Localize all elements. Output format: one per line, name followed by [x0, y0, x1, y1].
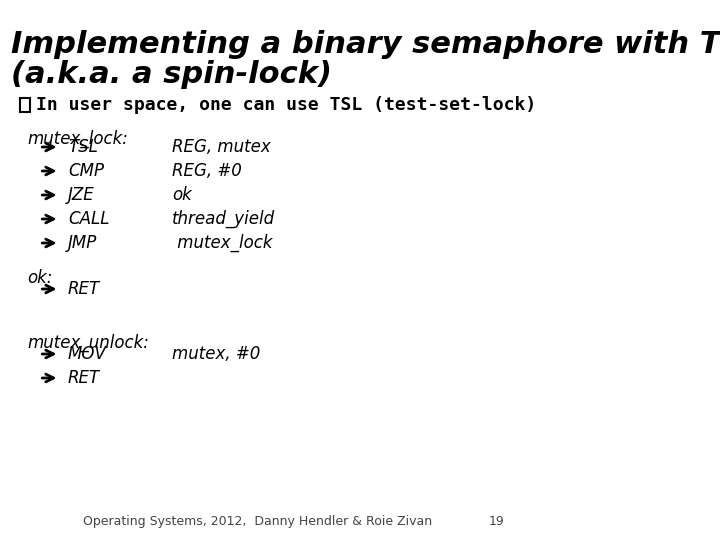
Text: 19: 19: [489, 515, 505, 528]
Text: ok:: ok:: [27, 269, 53, 287]
Text: CALL: CALL: [68, 210, 109, 228]
Text: REG, #0: REG, #0: [172, 162, 242, 180]
Text: mutex_unlock:: mutex_unlock:: [27, 334, 149, 352]
FancyBboxPatch shape: [20, 98, 30, 112]
Text: JMP: JMP: [68, 234, 97, 252]
Text: Operating Systems, 2012,  Danny Hendler & Roie Zivan: Operating Systems, 2012, Danny Hendler &…: [84, 515, 432, 528]
Text: MOV: MOV: [68, 345, 107, 363]
Text: thread_yield: thread_yield: [172, 210, 275, 228]
Text: RET: RET: [68, 280, 100, 298]
Text: ok: ok: [172, 186, 192, 204]
Text: mutex_lock:: mutex_lock:: [27, 130, 128, 148]
Text: (a.k.a. a spin-lock): (a.k.a. a spin-lock): [11, 60, 332, 89]
Text: mutex, #0: mutex, #0: [172, 345, 260, 363]
Text: REG, mutex: REG, mutex: [172, 138, 271, 156]
Text: Implementing a binary semaphore with TSL: Implementing a binary semaphore with TSL: [11, 30, 720, 59]
Text: RET: RET: [68, 369, 100, 387]
Text: JZE: JZE: [68, 186, 95, 204]
Text: TSL: TSL: [68, 138, 98, 156]
Text: mutex_lock: mutex_lock: [172, 234, 272, 252]
Text: In user space, one can use TSL (test-set-lock): In user space, one can use TSL (test-set…: [36, 96, 536, 114]
Text: CMP: CMP: [68, 162, 104, 180]
